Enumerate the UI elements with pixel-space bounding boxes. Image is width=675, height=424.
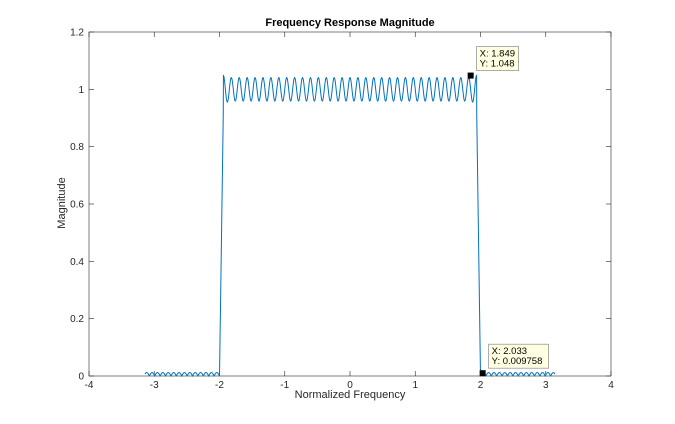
- chart-title: Frequency Response Magnitude: [265, 17, 434, 29]
- datatip-y-label: Y: 1.048: [480, 59, 515, 70]
- x-tick-label: -3: [150, 380, 159, 391]
- y-tick-label: 1.2: [70, 28, 84, 39]
- datatip-box: [488, 343, 550, 369]
- response-line: [144, 74, 556, 378]
- datatip-x-label: X: 2.033: [492, 346, 527, 357]
- x-tick-label: -4: [85, 380, 94, 391]
- plot-axes: -4 -3 -2 -1 0 1 2 3 4 0 0.2 0.4 0.6 0.8 1 1.2: [70, 28, 614, 392]
- x-axis-title: Normalized Frequency: [295, 389, 406, 401]
- datatip-marker: [467, 72, 474, 79]
- x-tick-label: -1: [280, 380, 289, 391]
- x-tick-label: 4: [608, 380, 614, 391]
- y-axis-title: Magnitude: [56, 177, 68, 228]
- datatip-box: [476, 46, 519, 71]
- y-tick-label: 0.8: [70, 142, 84, 153]
- x-tick-label: 2: [478, 380, 484, 391]
- x-tick-label: -2: [215, 380, 224, 391]
- x-tick-label: 0: [347, 380, 353, 391]
- x-tick-label: 3: [543, 380, 549, 391]
- y-tick-label: 1: [78, 85, 84, 96]
- x-tick-label: 1: [412, 380, 418, 391]
- datatip-y-label: Y: 0.009758: [492, 356, 543, 367]
- datatip-marker: [479, 370, 486, 377]
- y-tick-label: 0: [78, 372, 84, 383]
- y-tick-label: 0.2: [70, 314, 84, 325]
- plot-area: [144, 74, 556, 378]
- y-tick-label: 0.4: [70, 257, 84, 268]
- datatip-x-label: X: 1.849: [480, 49, 515, 60]
- y-tick-label: 0.6: [70, 200, 84, 211]
